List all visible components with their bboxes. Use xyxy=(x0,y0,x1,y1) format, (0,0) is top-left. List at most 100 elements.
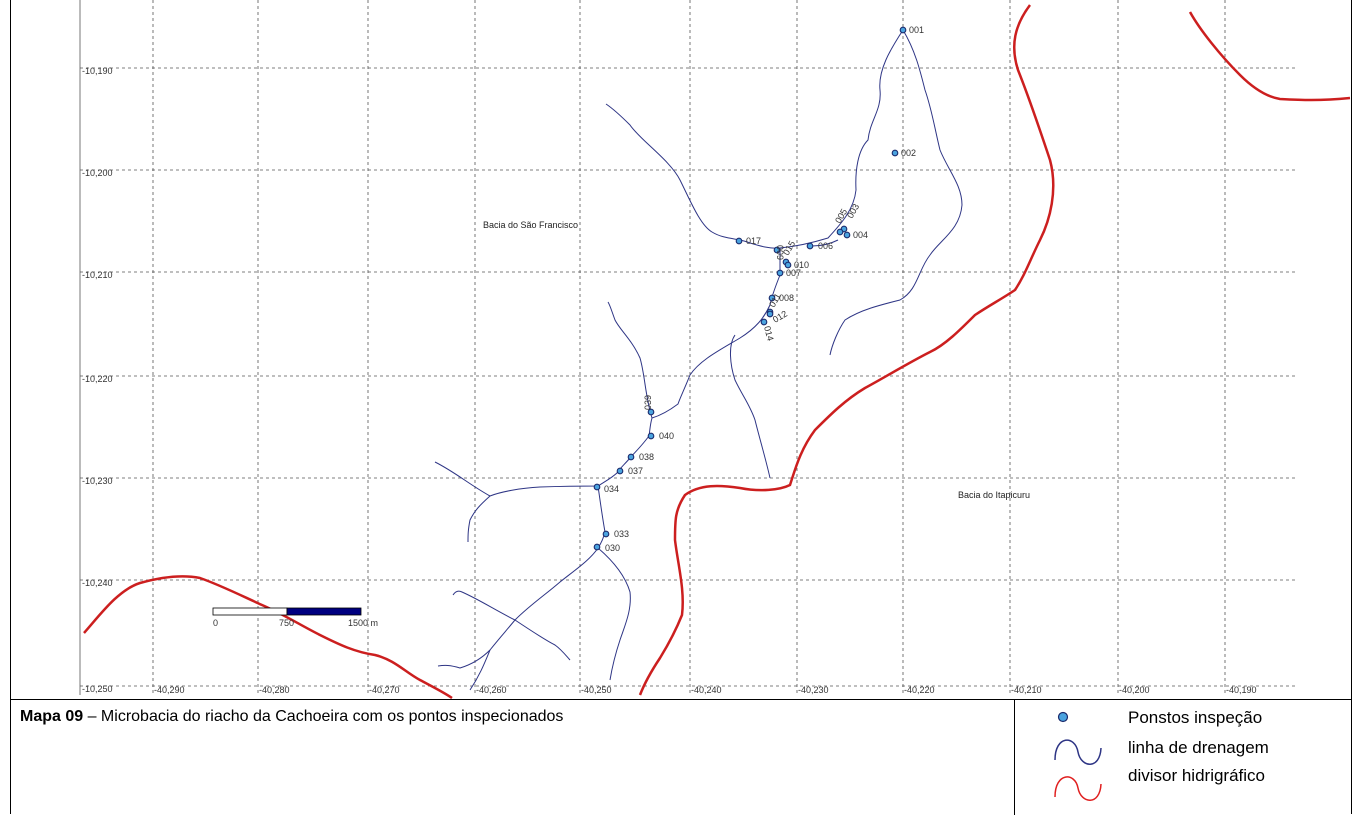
caption-row: Mapa 09 – Microbacia do riacho da Cachoe… xyxy=(10,699,1352,815)
inspection-point-007: 007 xyxy=(776,268,801,278)
inspection-point-033: 033 xyxy=(602,529,629,539)
drainage-network xyxy=(434,29,963,691)
point-marker xyxy=(766,310,774,318)
map-canvas: 0010020030040050060170090150100070080110… xyxy=(79,0,1351,700)
drainage-line xyxy=(730,334,771,479)
legend-drainage-icon xyxy=(1054,739,1102,765)
hydrographic-divide xyxy=(83,4,1351,700)
point-marker xyxy=(593,483,601,491)
x-axis-label: -40,230 xyxy=(798,685,829,695)
x-axis-label: -40,200 xyxy=(1119,685,1150,695)
point-marker xyxy=(602,530,610,538)
point-label: 033 xyxy=(614,529,629,539)
point-marker xyxy=(616,467,624,475)
point-label: 015 xyxy=(781,239,797,257)
map-frame xyxy=(10,0,1352,814)
point-label: 010 xyxy=(794,260,809,270)
point-marker xyxy=(784,261,792,269)
divide-line xyxy=(1188,11,1351,102)
legend-symbols xyxy=(1054,711,1102,801)
point-label: 014 xyxy=(762,325,776,342)
point-label: 040 xyxy=(659,431,674,441)
y-axis-label: -10,240 xyxy=(82,578,113,588)
point-marker xyxy=(773,246,781,254)
inspection-point-037: 037 xyxy=(616,466,643,476)
basin-label-itapicuru: Bacia do Itapicuru xyxy=(958,490,1030,500)
inspection-point-008: 008 xyxy=(768,293,794,303)
drainage-line xyxy=(605,29,904,249)
drainage-line xyxy=(467,248,781,543)
point-marker xyxy=(627,453,635,461)
basin-label-sao-francisco: Bacia do São Francisco xyxy=(483,220,578,230)
point-label: 012 xyxy=(771,309,789,325)
point-label: 009 xyxy=(775,245,785,260)
axis-labels: -10,190 -10,200 -10,210 -10,220 -10,230 -10,2… xyxy=(82,66,1257,695)
drainage-line xyxy=(452,590,516,621)
inspection-points: 0010020030040050060170090150100070080110… xyxy=(593,25,924,553)
point-marker xyxy=(836,228,844,236)
drainage-line xyxy=(434,461,491,497)
point-label: 008 xyxy=(779,293,794,303)
point-label: 030 xyxy=(605,543,620,553)
point-label: 005 xyxy=(833,207,849,225)
caption-text: – Microbacia do riacho da Cachoeira com … xyxy=(83,708,564,725)
inspection-point-039: 039 xyxy=(643,395,655,416)
x-axis-label: -40,240 xyxy=(691,685,722,695)
x-axis-label: -40,290 xyxy=(154,685,185,695)
point-marker xyxy=(735,237,743,245)
scale-bar: 0 750 1500 m xyxy=(212,607,378,628)
inspection-point-001: 001 xyxy=(899,25,924,35)
inspection-point-014: 014 xyxy=(760,318,776,342)
point-label: 038 xyxy=(639,452,654,462)
point-label: 002 xyxy=(901,148,916,158)
legend-label-points: Ponstos inspeção xyxy=(1128,708,1263,727)
point-marker xyxy=(843,231,851,239)
point-label: 037 xyxy=(628,466,643,476)
x-axis-label: -40,250 xyxy=(581,685,612,695)
point-marker xyxy=(593,543,601,551)
x-axis-label: -40,280 xyxy=(259,685,290,695)
x-axis-label: -40,190 xyxy=(1226,685,1257,695)
x-axis-label: -40,270 xyxy=(369,685,400,695)
point-marker xyxy=(647,432,655,440)
inspection-point-017: 017 xyxy=(735,236,761,246)
inspection-point-010: 010 xyxy=(784,260,809,270)
scale-bar-white xyxy=(212,607,288,616)
legend-label-divide: divisor hidrigráfico xyxy=(1128,766,1265,785)
scale-label-0: 0 xyxy=(213,618,218,628)
point-marker xyxy=(760,318,768,326)
x-axis-label: -40,210 xyxy=(1011,685,1042,695)
point-marker xyxy=(891,149,899,157)
point-marker xyxy=(899,26,907,34)
y-axis-label: -10,220 xyxy=(82,374,113,384)
point-label: 039 xyxy=(643,395,653,410)
x-axis-label: -40,260 xyxy=(476,685,507,695)
point-marker xyxy=(647,408,655,416)
point-label: 034 xyxy=(604,484,619,494)
inspection-point-012: 012 xyxy=(766,309,789,325)
inspection-point-009: 009 xyxy=(773,245,785,260)
drainage-line xyxy=(607,301,653,419)
y-axis-label: -10,250 xyxy=(82,684,113,694)
point-label: 001 xyxy=(909,25,924,35)
inspection-point-030: 030 xyxy=(593,543,620,553)
inspection-point-004: 004 xyxy=(843,230,868,240)
map-caption: Mapa 09 – Microbacia do riacho da Cachoe… xyxy=(20,708,563,726)
y-axis-label: -10,210 xyxy=(82,270,113,280)
drainage-line xyxy=(514,619,571,661)
legend: Ponstos inspeção linha de drenagem divis… xyxy=(1014,700,1352,815)
y-axis-label: -10,190 xyxy=(82,66,113,76)
inspection-point-006: 006 xyxy=(806,241,833,251)
inspection-point-040: 040 xyxy=(647,431,674,441)
point-label: 017 xyxy=(746,236,761,246)
drainage-line xyxy=(829,29,963,356)
drainage-line xyxy=(469,649,491,691)
point-marker xyxy=(776,269,784,277)
scale-label-750: 750 xyxy=(279,618,294,628)
coordinate-grid xyxy=(79,0,1295,695)
divide-line xyxy=(638,4,1055,696)
scale-bar-dark xyxy=(286,607,362,616)
scale-label-1500: 1500 m xyxy=(348,618,378,628)
legend-divide-icon xyxy=(1054,776,1102,801)
divide-line xyxy=(83,575,453,700)
